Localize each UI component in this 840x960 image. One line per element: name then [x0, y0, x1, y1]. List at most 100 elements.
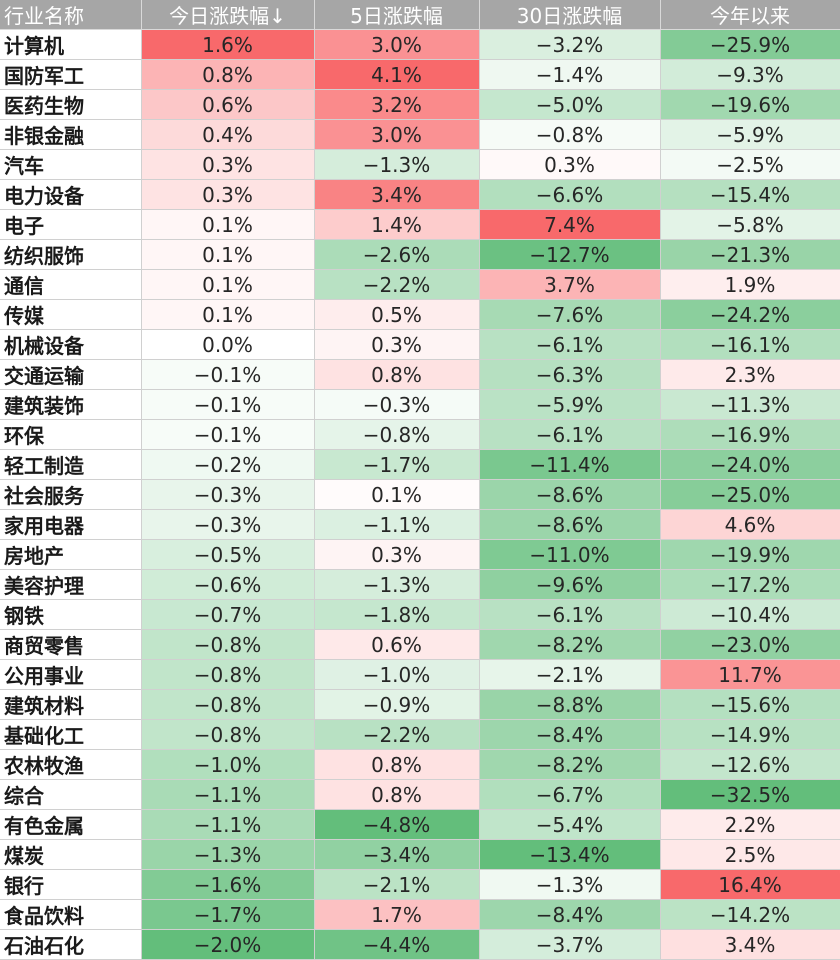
ytd-change-cell: 4.6% — [660, 509, 840, 540]
5day-change-cell: −1.3% — [314, 569, 480, 600]
today-change-cell: −1.7% — [141, 899, 315, 930]
industry-name-cell: 汽车 — [0, 149, 142, 180]
today-change-cell: −1.0% — [141, 749, 315, 780]
industry-name-cell: 电子 — [0, 209, 142, 240]
today-change-cell: −1.6% — [141, 869, 315, 900]
industry-name-cell: 银行 — [0, 869, 142, 900]
column-header-5day-change[interactable]: 5日涨跌幅 — [314, 0, 480, 30]
ytd-change-cell: 2.2% — [660, 809, 840, 840]
ytd-change-cell: −19.6% — [660, 89, 840, 120]
industry-name-cell: 国防军工 — [0, 59, 142, 90]
today-change-cell: −0.3% — [141, 479, 315, 510]
today-change-cell: −2.0% — [141, 929, 315, 960]
industry-name-cell: 计算机 — [0, 29, 142, 60]
5day-change-cell: 0.8% — [314, 749, 480, 780]
ytd-change-cell: −32.5% — [660, 779, 840, 810]
ytd-change-cell: −16.1% — [660, 329, 840, 360]
column-header-ytd-change[interactable]: 今年以来 — [660, 0, 840, 30]
ytd-change-cell: −5.8% — [660, 209, 840, 240]
industry-name-cell: 商贸零售 — [0, 629, 142, 660]
ytd-change-cell: −25.9% — [660, 29, 840, 60]
5day-change-cell: −2.1% — [314, 869, 480, 900]
30day-change-cell: −6.1% — [479, 329, 661, 360]
30day-change-cell: 3.7% — [479, 269, 661, 300]
30day-change-cell: −3.7% — [479, 929, 661, 960]
30day-change-cell: −8.6% — [479, 479, 661, 510]
5day-change-cell: −1.7% — [314, 449, 480, 480]
30day-change-cell: −7.6% — [479, 299, 661, 330]
table-row: 石油石化 −2.0% −4.4% −3.7% 3.4% — [0, 929, 840, 960]
ytd-change-cell: −12.6% — [660, 749, 840, 780]
today-change-cell: −0.2% — [141, 449, 315, 480]
table-row: 食品饮料 −1.7% 1.7% −8.4% −14.2% — [0, 899, 840, 930]
5day-change-cell: 0.3% — [314, 329, 480, 360]
industry-name-cell: 公用事业 — [0, 659, 142, 690]
table-row: 银行 −1.6% −2.1% −1.3% 16.4% — [0, 869, 840, 900]
30day-change-cell: −1.3% — [479, 869, 661, 900]
table-body: 计算机 1.6% 3.0% −3.2% −25.9% 国防军工 0.8% 4.1% −1.4% −… — [0, 29, 840, 960]
industry-name-cell: 电力设备 — [0, 179, 142, 210]
today-change-cell: 0.1% — [141, 239, 315, 270]
table-row: 钢铁 −0.7% −1.8% −6.1% −10.4% — [0, 599, 840, 630]
industry-name-cell: 综合 — [0, 779, 142, 810]
industry-name-cell: 轻工制造 — [0, 449, 142, 480]
table-row: 商贸零售 −0.8% 0.6% −8.2% −23.0% — [0, 629, 840, 660]
ytd-change-cell: 2.3% — [660, 359, 840, 390]
column-header-30day-change[interactable]: 30日涨跌幅 — [479, 0, 661, 30]
table-row: 家用电器 −0.3% −1.1% −8.6% 4.6% — [0, 509, 840, 540]
industry-name-cell: 家用电器 — [0, 509, 142, 540]
30day-change-cell: −6.6% — [479, 179, 661, 210]
column-header-industry[interactable]: 行业名称 — [0, 0, 142, 30]
table-row: 有色金属 −1.1% −4.8% −5.4% 2.2% — [0, 809, 840, 840]
industry-name-cell: 基础化工 — [0, 719, 142, 750]
30day-change-cell: −8.4% — [479, 899, 661, 930]
today-change-cell: −0.8% — [141, 659, 315, 690]
5day-change-cell: 3.0% — [314, 29, 480, 60]
ytd-change-cell: −11.3% — [660, 389, 840, 420]
today-change-cell: 0.1% — [141, 299, 315, 330]
table-row: 公用事业 −0.8% −1.0% −2.1% 11.7% — [0, 659, 840, 690]
5day-change-cell: −0.9% — [314, 689, 480, 720]
industry-name-cell: 石油石化 — [0, 929, 142, 960]
table-row: 社会服务 −0.3% 0.1% −8.6% −25.0% — [0, 479, 840, 510]
table-row: 房地产 −0.5% 0.3% −11.0% −19.9% — [0, 539, 840, 570]
today-change-cell: −0.8% — [141, 689, 315, 720]
table-row: 基础化工 −0.8% −2.2% −8.4% −14.9% — [0, 719, 840, 750]
today-change-cell: −1.1% — [141, 809, 315, 840]
30day-change-cell: −3.2% — [479, 29, 661, 60]
table-row: 轻工制造 −0.2% −1.7% −11.4% −24.0% — [0, 449, 840, 480]
industry-name-cell: 社会服务 — [0, 479, 142, 510]
ytd-change-cell: 16.4% — [660, 869, 840, 900]
today-change-cell: −0.1% — [141, 359, 315, 390]
ytd-change-cell: −14.9% — [660, 719, 840, 750]
30day-change-cell: −11.0% — [479, 539, 661, 570]
5day-change-cell: 1.4% — [314, 209, 480, 240]
5day-change-cell: 0.6% — [314, 629, 480, 660]
5day-change-cell: −2.2% — [314, 719, 480, 750]
industry-name-cell: 交通运输 — [0, 359, 142, 390]
table-row: 传媒 0.1% 0.5% −7.6% −24.2% — [0, 299, 840, 330]
today-change-cell: 0.6% — [141, 89, 315, 120]
30day-change-cell: −9.6% — [479, 569, 661, 600]
5day-change-cell: 4.1% — [314, 59, 480, 90]
ytd-change-cell: −21.3% — [660, 239, 840, 270]
table-row: 建筑装饰 −0.1% −0.3% −5.9% −11.3% — [0, 389, 840, 420]
ytd-change-cell: −19.9% — [660, 539, 840, 570]
today-change-cell: 0.4% — [141, 119, 315, 150]
column-header-today-change[interactable]: 今日涨跌幅↓ — [141, 0, 315, 30]
today-change-cell: −0.1% — [141, 389, 315, 420]
5day-change-cell: −3.4% — [314, 839, 480, 870]
today-change-cell: −0.3% — [141, 509, 315, 540]
30day-change-cell: −11.4% — [479, 449, 661, 480]
industry-name-cell: 环保 — [0, 419, 142, 450]
5day-change-cell: −1.8% — [314, 599, 480, 630]
today-change-cell: 1.6% — [141, 29, 315, 60]
table-row: 医药生物 0.6% 3.2% −5.0% −19.6% — [0, 89, 840, 120]
5day-change-cell: −2.6% — [314, 239, 480, 270]
table-row: 通信 0.1% −2.2% 3.7% 1.9% — [0, 269, 840, 300]
table-row: 机械设备 0.0% 0.3% −6.1% −16.1% — [0, 329, 840, 360]
ytd-change-cell: −17.2% — [660, 569, 840, 600]
5day-change-cell: 0.3% — [314, 539, 480, 570]
30day-change-cell: −8.4% — [479, 719, 661, 750]
5day-change-cell: 3.2% — [314, 89, 480, 120]
